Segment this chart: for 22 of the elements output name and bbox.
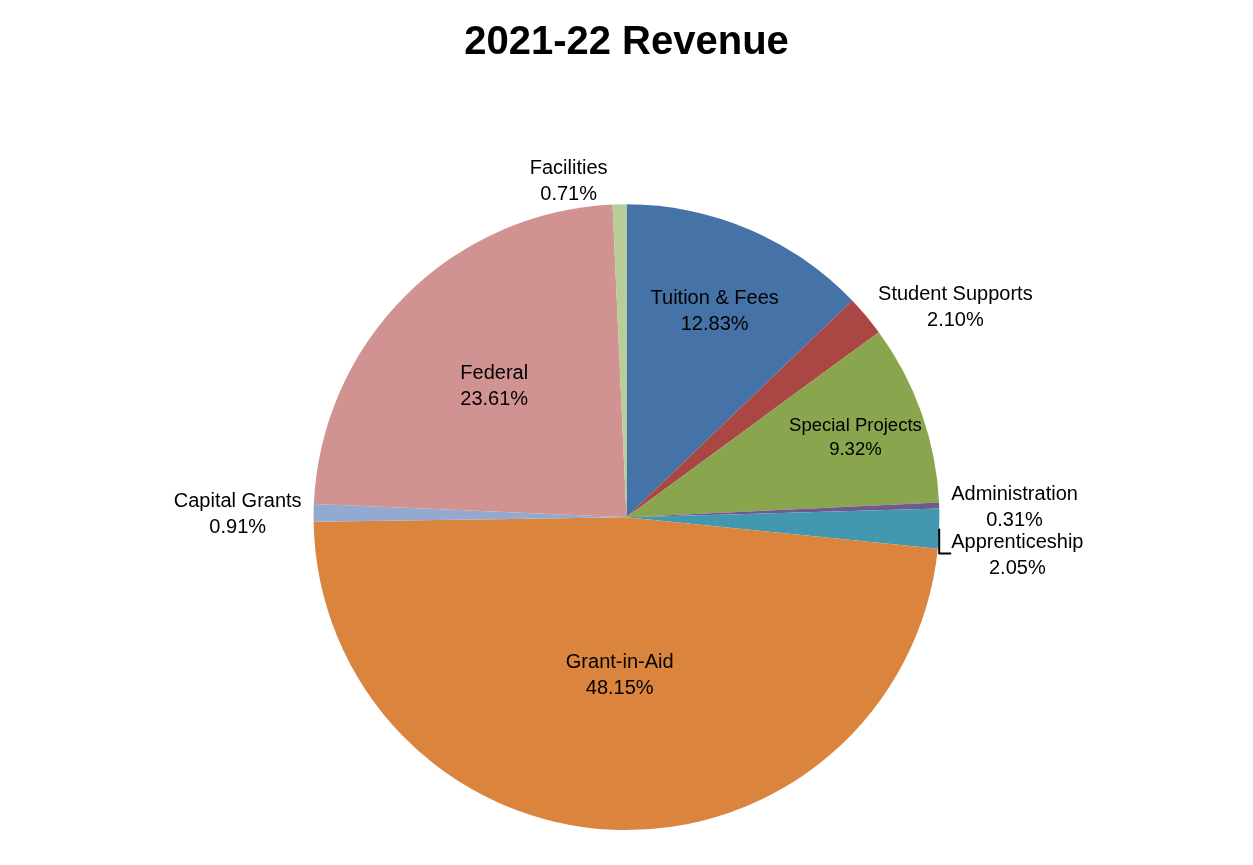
pie-slice	[313, 517, 938, 830]
slice-label: Tuition & Fees	[650, 286, 779, 309]
data-label: 9.32%	[829, 437, 882, 459]
slice-label: Administration	[951, 481, 1078, 504]
slice-label: Capital Grants	[173, 488, 302, 511]
data-label: 2.10%	[927, 308, 984, 331]
slice-label: Special Projects	[789, 413, 922, 435]
pie-slice	[313, 204, 627, 518]
data-label: 0.91%	[209, 514, 267, 537]
data-label: 48.15%	[585, 675, 654, 698]
slice-label: Apprenticeship	[951, 529, 1084, 552]
chart-title: 2021-22 Revenue	[464, 17, 789, 62]
data-label: 0.71%	[540, 182, 598, 205]
slice-label: Grant-in-Aid	[565, 649, 674, 672]
data-label: 23.61%	[460, 387, 529, 410]
data-label: 0.31%	[986, 507, 1044, 530]
data-label: 12.83%	[680, 312, 749, 335]
data-label: 2.05%	[988, 555, 1046, 578]
slice-label: Federal	[460, 361, 529, 384]
slice-label: Student Supports	[878, 282, 1033, 305]
pie-slice	[626, 332, 940, 518]
slice-label: Facilities	[529, 156, 608, 179]
